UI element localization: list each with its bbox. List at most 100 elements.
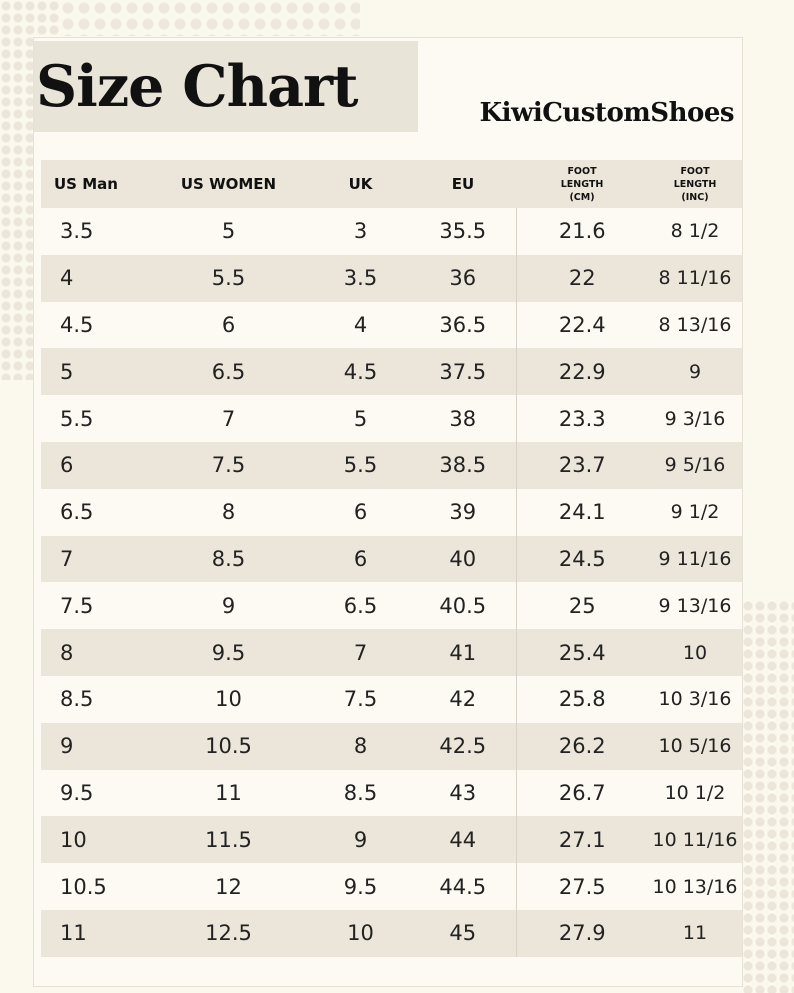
foot-length-inc-cell: 9 3/16 [664,407,726,430]
us-man-cell: 8 [41,629,146,676]
uk-cell: 6 [311,535,410,583]
foot-length-inc-cell: 8 13/16 [658,313,732,336]
eu-cell: 37.5 [410,348,516,396]
table-row: 4 5.5 3.5 36 22 8 11/16 [41,254,742,302]
foot-length-cm-cell: 26.7 [515,769,648,817]
table-row: 4.5 6 4 36.5 22.4 8 13/16 [41,301,742,349]
header-eu: EU [410,160,516,208]
eu-cell: 44.5 [439,874,487,899]
us-man-cell: 9 [41,722,146,770]
us-women-cell: 10 [215,687,242,712]
us-women-cell: 9 [221,593,236,618]
size-table-body: 3.5 5 3 35.5 21.6 8 1/2 4 5.5 3.5 36 22 8 11/16 4.5 6… [41,208,742,957]
foot-length-cm-cell: 25.4 [515,629,648,676]
uk-cell: 4 [353,312,368,337]
table-row: 8.5 10 7.5 42 25.8 10 3/16 [41,675,742,723]
uk-cell: 8.5 [343,780,378,805]
header-us-man: US Man [41,160,146,208]
eu-cell: 40.5 [439,593,487,618]
uk-cell: 4.5 [311,348,410,396]
header-foot-length-cm: FOOT LENGTH (CM) [516,160,648,208]
page-title: Size Chart [36,53,358,120]
table-row: 5 6.5 4.5 37.5 22.9 9 [41,348,742,396]
uk-cell: 3 [353,219,368,244]
eu-cell: 41 [410,629,516,676]
eu-cell: 38 [449,406,477,431]
table-row: 6.5 8 6 39 24.1 9 1/2 [41,488,742,536]
eu-cell: 38.5 [410,441,516,489]
foot-length-inc-cell: 10 3/16 [658,688,732,711]
us-man-cell: 6.5 [60,500,94,525]
foot-length-cm-cell: 25 [515,582,648,630]
us-man-cell: 7.5 [60,593,94,618]
foot-length-inc-cell: 10 13/16 [652,875,738,898]
us-women-cell: 6.5 [146,348,311,396]
us-man-cell: 4.5 [60,312,94,337]
foot-length-inc-cell: 10 11/16 [648,816,742,864]
table-row: 7.5 9 6.5 40.5 25 9 13/16 [41,582,742,630]
us-women-cell: 12.5 [146,909,311,957]
header-us-women: US WOMEN [146,160,311,208]
foot-length-cm-cell: 27.1 [515,816,648,864]
us-women-cell: 11 [215,780,242,805]
uk-cell: 6 [353,500,368,525]
header-foot-length-inc: FOOT LENGTH (INC) [648,160,742,208]
foot-length-cm-cell: 25.8 [515,675,648,723]
uk-cell: 10 [311,909,410,957]
us-women-cell: 9.5 [146,629,311,676]
table-row: 10.5 12 9.5 44.5 27.5 10 13/16 [41,863,742,910]
us-man-cell: 4 [41,254,146,302]
foot-length-cm-cell: 24.1 [515,488,648,536]
us-women-cell: 7 [221,406,236,431]
brand-name: KiwiCustomShoes [479,98,734,128]
foot-length-cm-cell: 27.5 [515,863,648,910]
us-man-cell: 10 [41,816,146,864]
us-man-cell: 7 [41,535,146,583]
uk-cell: 3.5 [311,254,410,302]
table-row: 3.5 5 3 35.5 21.6 8 1/2 [41,208,742,255]
eu-cell: 45 [410,909,516,957]
us-man-cell: 9.5 [60,780,94,805]
foot-length-inc-cell: 8 11/16 [648,254,742,302]
table-row: 8 9.5 7 41 25.4 10 [41,629,742,676]
foot-length-inc-cell: 11 [648,909,742,957]
us-man-cell: 8.5 [60,687,94,712]
us-women-cell: 7.5 [146,441,311,489]
foot-length-inc-cell: 9 1/2 [670,501,720,524]
us-women-cell: 12 [215,874,242,899]
foot-length-inc-cell: 9 11/16 [648,535,742,583]
uk-cell: 9.5 [343,874,378,899]
us-women-cell: 5.5 [146,254,311,302]
eu-cell: 44 [410,816,516,864]
eu-cell: 36 [410,254,516,302]
foot-length-inc-cell: 8 1/2 [670,220,720,243]
uk-cell: 9 [311,816,410,864]
uk-cell: 8 [311,722,410,770]
us-man-cell: 6 [41,441,146,489]
us-man-cell: 5 [41,348,146,396]
us-women-cell: 5 [221,219,236,244]
size-table: US Man US WOMEN UK EU FOOT LENGTH (CM) F… [41,160,742,957]
foot-length-inc-cell: 10 [648,629,742,676]
us-man-cell: 10.5 [60,874,107,899]
eu-cell: 43 [449,780,477,805]
table-header-row: US Man US WOMEN UK EU FOOT LENGTH (CM) F… [41,160,742,208]
us-man-cell: 11 [41,909,146,957]
halftone-decoration-top [60,0,360,36]
table-row: 10 11.5 9 44 27.1 10 11/16 [41,816,742,864]
title-banner: Size Chart [34,41,418,132]
us-man-cell: 3.5 [60,219,94,244]
us-women-cell: 6 [221,312,236,337]
table-row: 11 12.5 10 45 27.9 11 [41,909,742,957]
uk-cell: 5 [353,406,368,431]
eu-cell: 35.5 [439,219,487,244]
size-chart-card: Size Chart KiwiCustomShoes US Man US WOM… [33,37,743,987]
foot-length-cm-cell: 22.4 [515,301,648,349]
uk-cell: 5.5 [311,441,410,489]
uk-cell: 7.5 [343,687,378,712]
eu-cell: 42.5 [410,722,516,770]
us-women-cell: 11.5 [146,816,311,864]
halftone-decoration-right [742,600,794,993]
foot-length-cm-cell: 23.3 [515,395,648,442]
table-row: 9 10.5 8 42.5 26.2 10 5/16 [41,722,742,770]
